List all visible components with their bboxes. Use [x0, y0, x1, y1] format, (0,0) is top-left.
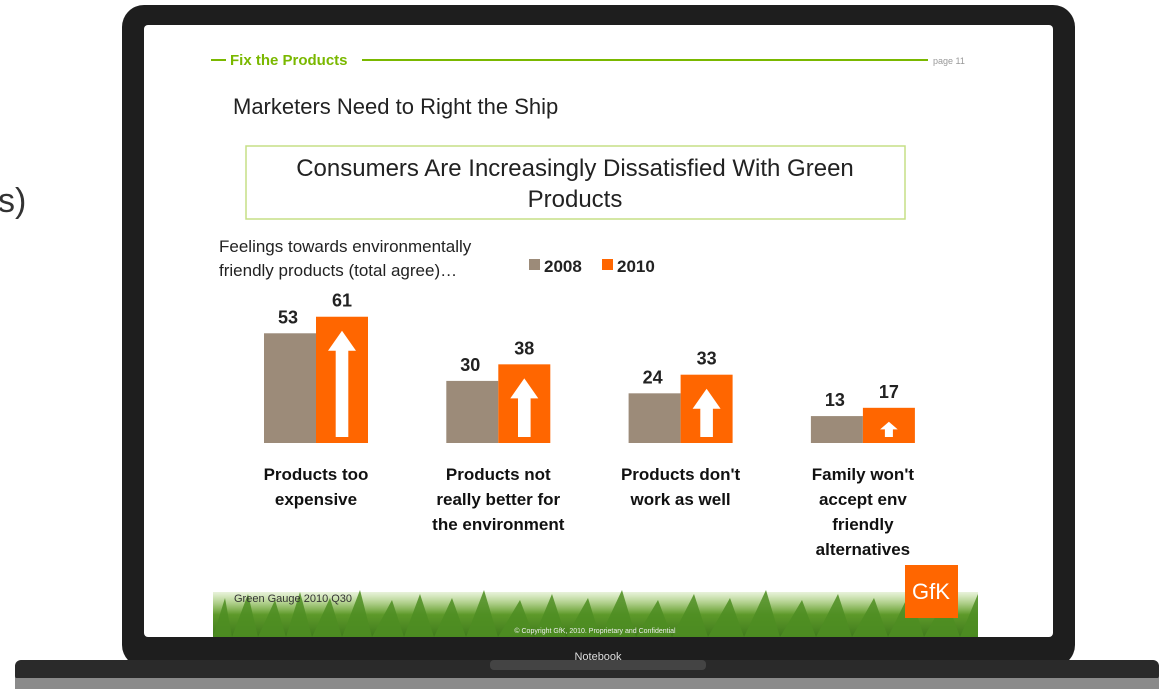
legend-swatch	[602, 259, 613, 270]
value-label: 61	[332, 291, 352, 311]
chart-title: Consumers Are Increasingly Dissatisfied …	[296, 155, 854, 213]
page-number: page 11	[933, 56, 965, 66]
arrow	[328, 330, 356, 437]
slide-heading: Marketers Need to Right the Ship	[233, 94, 558, 119]
arrow	[692, 388, 721, 437]
value-label: 17	[879, 382, 899, 402]
value-label: 38	[514, 338, 534, 358]
bar	[264, 333, 316, 443]
title-box	[245, 145, 906, 220]
value-label: 24	[643, 367, 663, 387]
value-label: 53	[278, 307, 298, 327]
grass-blades	[213, 590, 978, 637]
arrow	[880, 421, 898, 437]
laptop-base	[15, 660, 1159, 682]
category-label: Products not really better for the environ…	[432, 465, 565, 534]
legend-swatch	[529, 259, 540, 270]
bar	[446, 380, 499, 443]
laptop-notch	[490, 660, 706, 670]
category-label: Products too expensive	[264, 465, 369, 509]
laptop-base-edge	[15, 678, 1159, 689]
source-note: Green Gauge 2010 Q30	[234, 593, 352, 605]
logo-box	[905, 565, 958, 618]
background-text: s)	[0, 182, 26, 220]
value-label: 30	[460, 355, 480, 375]
logo: GfK	[912, 579, 950, 604]
chart-subtitle: Feelings towards environmentally friendly…	[219, 237, 472, 280]
chart: 2008 2010 53 61 Products too expensive 30 38 Pro…	[264, 257, 915, 559]
bar	[810, 416, 863, 443]
section-title: Fix the Products	[230, 52, 348, 69]
bar	[628, 393, 681, 443]
device-label: Notebook	[574, 651, 622, 663]
arrow	[510, 378, 539, 437]
value-label: 13	[825, 390, 845, 410]
category-label: Products don't work as well	[621, 465, 741, 509]
legend-label: 2008	[544, 257, 582, 276]
copyright: © Copyright GfK, 2010. Proprietary and C…	[514, 627, 676, 635]
value-label: 33	[697, 349, 717, 369]
category-label: Family won't accept env friendly alternativ…	[812, 465, 915, 559]
legend-label: 2010	[617, 257, 655, 276]
